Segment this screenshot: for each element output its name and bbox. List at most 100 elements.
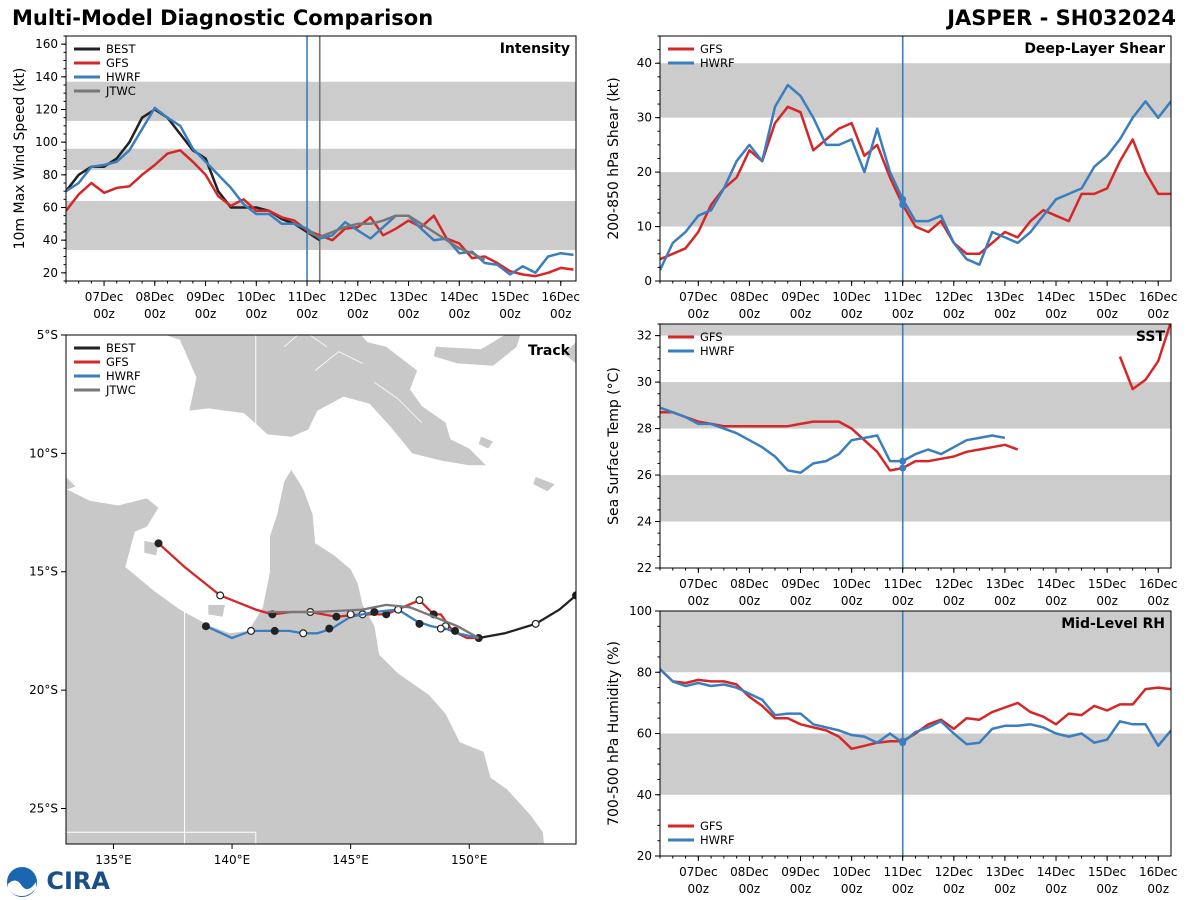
shear-x-tick-label-hour: 00z — [994, 307, 1016, 321]
shear-x-tick-label-date: 16Dec — [1139, 290, 1178, 304]
intensity-x-tick-label-date: 12Dec — [339, 290, 378, 304]
intensity-x-tick-label-hour: 00z — [296, 307, 318, 321]
track-land-group — [66, 335, 576, 844]
track-series-group — [154, 539, 576, 643]
intensity-x-tick-label-hour: 00z — [93, 307, 115, 321]
sst-x-tick-label-hour: 00z — [1147, 594, 1169, 608]
sst-x-tick-label-hour: 00z — [943, 594, 965, 608]
rh-legend-label-hwrf: HWRF — [700, 833, 735, 847]
sst-panel: 07Dec 00z 08Dec 00z 09Dec 00z 10Dec 00z 11Dec 00z… — [606, 323, 1178, 608]
sst-y-tick-label: 24 — [637, 515, 652, 529]
rh-y-tick-label: 40 — [637, 788, 652, 802]
shear-x-tick-label-date: 15Dec — [1088, 290, 1127, 304]
intensity-x-tick-label-date: 14Dec — [440, 290, 479, 304]
intensity-legend-label-best: BEST — [106, 42, 136, 56]
intensity-x-tick-label-date: 09Dec — [186, 290, 225, 304]
shear-analysis-point-hwrf — [899, 195, 907, 203]
shear-x-tick-label-date: 11Dec — [883, 290, 922, 304]
rh-series-group — [660, 668, 1171, 751]
intensity-panel: 07Dec 00z 08Dec 00z 09Dec 00z 10Dec 00z 11Dec 00z… — [12, 35, 580, 321]
rh-x-tick-label-date: 08Dec — [730, 865, 769, 879]
shear-x-tick-label-hour: 00z — [790, 307, 812, 321]
shear-x-tick-label-date: 08Dec — [730, 290, 769, 304]
intensity-x-tick-label-date: 15Dec — [491, 290, 530, 304]
sst-x-tick-label-date: 09Dec — [781, 577, 820, 591]
shear-x-tick-label-hour: 00z — [1096, 307, 1118, 321]
intensity-y-tick-label: 120 — [35, 103, 58, 117]
intensity-y-axis-label: 10m Max Wind Speed (kt) — [12, 68, 28, 250]
intensity-series-group — [66, 106, 574, 278]
track-hwrf-marker — [247, 626, 256, 635]
rh-x-tick-label-hour: 00z — [943, 882, 965, 896]
shear-series-group — [660, 83, 1171, 271]
png-province-line-3 — [374, 381, 423, 423]
sst-x-tick-label-date: 16Dec — [1139, 577, 1178, 591]
noaa-globe-icon — [7, 867, 37, 897]
track-x-tick-label: 145°E — [332, 853, 369, 867]
track-y-tick-label: 20°S — [29, 683, 58, 697]
track-jtwc-line — [267, 603, 480, 640]
track-hwrf-marker — [436, 624, 445, 633]
rh-panel-title: Mid-Level RH — [1061, 616, 1165, 632]
shear-x-tick-label-hour: 00z — [841, 307, 863, 321]
sst-x-tick-label-hour: 00z — [892, 594, 914, 608]
rh-x-tick-label-hour: 00z — [1147, 882, 1169, 896]
shear-x-tick-label-date: 10Dec — [832, 290, 871, 304]
coburg-peninsula — [66, 477, 76, 490]
shear-y-tick-label: 30 — [637, 111, 652, 125]
cira-logo: CIRA — [6, 866, 110, 898]
shear-band-0 — [660, 172, 1171, 227]
rh-x-tick-label-hour: 00z — [841, 882, 863, 896]
sst-band-0 — [660, 475, 1171, 522]
track-y-tick-label: 10°S — [29, 446, 58, 460]
sst-series-hwrf-line — [660, 406, 1006, 474]
rh-x-tick-label-date: 15Dec — [1088, 865, 1127, 879]
new-guinea-landmass — [165, 335, 486, 466]
dentrecasteaux-island — [478, 436, 493, 449]
shear-y-tick-label: 40 — [637, 56, 652, 70]
sst-x-tick-label-date: 08Dec — [730, 577, 769, 591]
logo-text: CIRA — [46, 867, 110, 895]
sst-series-gfs-line-0 — [660, 411, 1019, 472]
intensity-x-tick-label-hour: 00z — [246, 307, 268, 321]
intensity-x-tick-label-date: 13Dec — [389, 290, 428, 304]
shear-x-tick-label-hour: 00z — [892, 307, 914, 321]
png-province-line-2 — [283, 335, 328, 348]
rh-series-hwrf-line — [660, 668, 1171, 748]
intensity-y-tick-label: 60 — [43, 201, 58, 215]
shear-x-tick-label-hour: 00z — [1045, 307, 1067, 321]
sst-y-tick-label: 30 — [637, 375, 652, 389]
sst-analysis-point-gfs — [899, 464, 907, 472]
sst-series-gfs-line-1 — [1118, 324, 1171, 391]
track-x-tick-label: 150°E — [451, 853, 488, 867]
rh-analysis-point-hwrf — [899, 739, 907, 747]
track-hwrf-marker — [270, 626, 279, 635]
sst-x-tick-label-hour: 00z — [790, 594, 812, 608]
sst-x-tick-label-date: 13Dec — [986, 577, 1025, 591]
track-legend-label-best: BEST — [106, 341, 136, 355]
rh-x-tick-label-hour: 00z — [994, 882, 1016, 896]
shear-band-1 — [660, 63, 1171, 118]
intensity-series-gfs-line — [66, 149, 574, 278]
png-province-line — [314, 351, 363, 371]
sst-x-tick-label-date: 15Dec — [1088, 577, 1127, 591]
rh-x-tick-label-date: 14Dec — [1037, 865, 1076, 879]
sst-y-tick-label: 26 — [637, 468, 652, 482]
sst-series-group — [660, 324, 1171, 474]
shear-panel-title: Deep-Layer Shear — [1024, 41, 1165, 57]
rh-x-tick-label-date: 13Dec — [986, 865, 1025, 879]
australia-landmass — [66, 469, 544, 844]
new-britain-island — [433, 335, 521, 366]
sst-x-tick-label-date: 14Dec — [1037, 577, 1076, 591]
intensity-x-tick-label-hour: 00z — [448, 307, 470, 321]
rh-x-tick-label-date: 07Dec — [679, 865, 718, 879]
shear-x-tick-label-hour: 00z — [1147, 307, 1169, 321]
storm-id: JASPER - SH032024 — [947, 6, 1176, 30]
track-frame — [65, 334, 577, 845]
sst-x-tick-label-date: 11Dec — [883, 577, 922, 591]
track-gfs-marker — [332, 612, 341, 621]
sst-y-tick-label: 28 — [637, 422, 652, 436]
rh-y-tick-label: 20 — [637, 849, 652, 863]
shear-analysis-point-gfs — [899, 201, 907, 209]
